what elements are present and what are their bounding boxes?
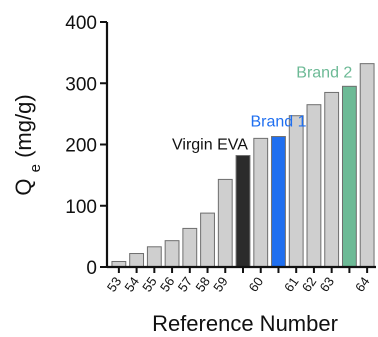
bar (129, 253, 145, 268)
x-tick-label: 57 (175, 274, 196, 294)
bar-annotation: Brand 1 (250, 114, 306, 131)
bar (288, 115, 304, 268)
x-tick-label: 60 (246, 274, 267, 294)
x-tick-label: 56 (157, 274, 178, 294)
bar (306, 104, 322, 268)
bar (182, 227, 198, 268)
x-tick-label: 62 (299, 274, 320, 294)
x-tick-label: 58 (192, 274, 213, 294)
x-tick-label: 59 (210, 274, 231, 294)
x-tick-label: 55 (139, 274, 160, 294)
bars (111, 63, 375, 268)
bar (235, 155, 251, 268)
x-tick-label: 54 (121, 274, 142, 294)
bar (271, 136, 286, 268)
x-tick-label: 63 (317, 274, 338, 294)
bar-annotation: Brand 2 (296, 64, 352, 81)
y-tick-label: 300 (65, 74, 97, 95)
bar (146, 246, 162, 268)
bar-annotation: Virgin EVA (172, 137, 248, 154)
x-tick-label: 61 (281, 274, 302, 294)
y-tick-label: 200 (65, 136, 97, 157)
y-axis-title-main: Q (11, 179, 36, 196)
bar (164, 240, 180, 268)
x-tick-label: 64 (352, 274, 373, 294)
y-axis-title: Q e (mg/g) (11, 94, 44, 195)
x-axis-title: Reference Number (152, 311, 338, 336)
bar (217, 178, 233, 268)
y-axis-title-subscript: e (27, 164, 44, 172)
bar (324, 91, 340, 268)
bar (200, 212, 215, 268)
bar (253, 137, 269, 268)
bar (341, 85, 357, 268)
y-ticks: 0 100 200 300 400 (65, 13, 107, 279)
y-tick-label: 0 (86, 258, 97, 279)
y-tick-label: 100 (65, 197, 97, 218)
bar (359, 63, 375, 268)
x-tick-label: 53 (104, 274, 125, 294)
y-axis-title-unit: (mg/g) (11, 94, 36, 158)
y-tick-label: 400 (65, 13, 97, 34)
